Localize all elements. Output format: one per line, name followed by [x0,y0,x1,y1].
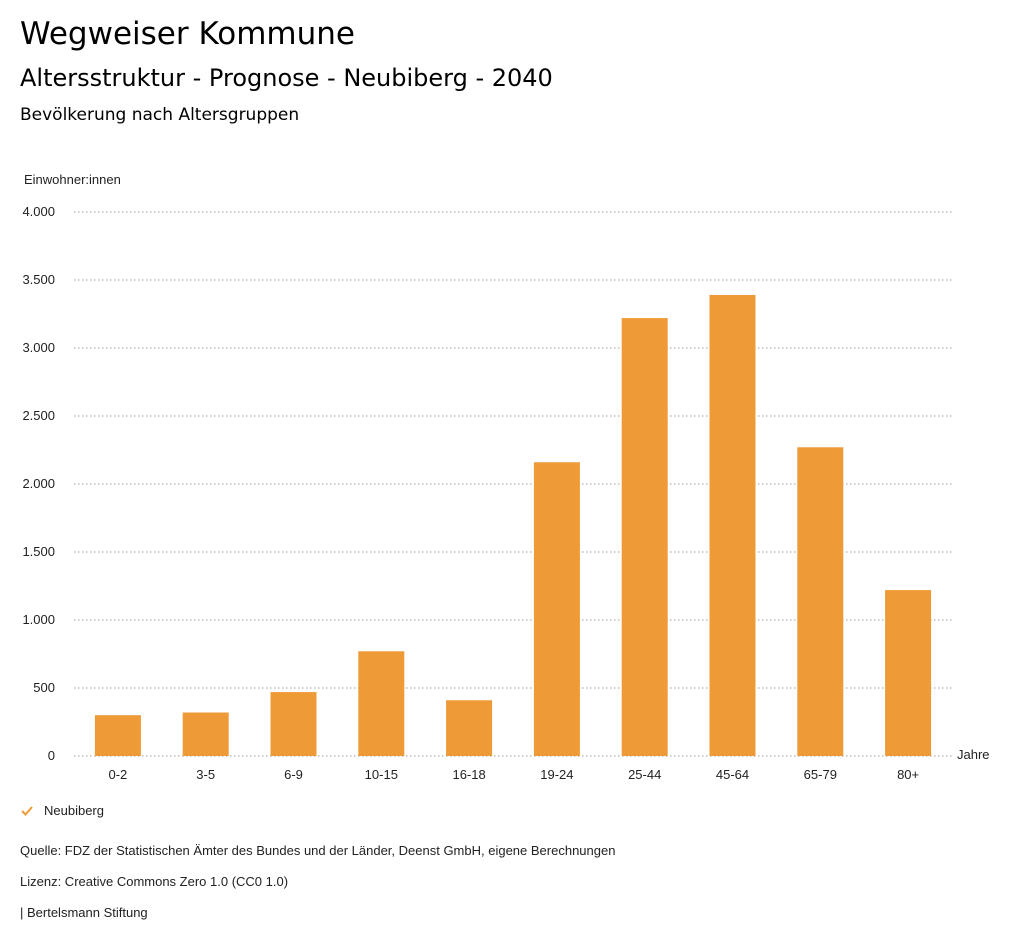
y-tick-label: 1.000 [22,612,55,627]
bar-16-18[interactable] [446,700,493,756]
chart-subtitle: Altersstruktur - Prognose - Neubiberg - … [20,64,553,92]
source-note: Quelle: FDZ der Statistischen Ämter des … [20,843,616,858]
bar-80+[interactable] [885,590,932,756]
x-tick-label: 19-24 [540,767,573,782]
bar-19-24[interactable] [533,462,580,756]
x-tick-label: 10-15 [365,767,398,782]
y-tick-label: 0 [48,748,55,763]
y-tick-label: 1.500 [22,544,55,559]
y-tick-label: 4.000 [22,204,55,219]
bar-chart: Einwohner:innen Jahre 0-2 3-5 6-9 10-15 16-1… [22,172,990,782]
x-tick-label: 6-9 [284,767,303,782]
bar-3-5[interactable] [182,712,229,756]
bar-45-64[interactable] [709,294,756,756]
y-tick-label: 2.500 [22,408,55,423]
x-tick-label: 25-44 [628,767,661,782]
y-tick-label: 3.000 [22,340,55,355]
page-title: Wegweiser Kommune [20,16,355,52]
bar-0-2[interactable] [94,715,141,756]
y-tick-label: 2.000 [22,476,55,491]
legend[interactable]: Neubiberg [20,803,104,818]
y-axis-label: Einwohner:innen [24,172,121,187]
x-tick-label: 80+ [897,767,919,782]
check-icon [21,805,33,816]
x-tick-label: 65-79 [804,767,837,782]
bar-25-44[interactable] [621,318,668,756]
bar-10-15[interactable] [358,651,405,756]
bar-65-79[interactable] [797,447,844,756]
publisher-note: | Bertelsmann Stiftung [20,905,148,920]
license-note: Lizenz: Creative Commons Zero 1.0 (CC0 1… [20,874,289,889]
y-tick-label: 3.500 [22,272,55,287]
x-tick-label: 0-2 [109,767,128,782]
x-tick-label: 16-18 [452,767,485,782]
y-tick-label: 500 [33,680,55,695]
chart-heading: Bevölkerung nach Altersgruppen [20,105,300,125]
legend-label: Neubiberg [44,803,104,818]
bar-6-9[interactable] [270,692,317,756]
x-tick-label: 45-64 [716,767,749,782]
x-tick-label: 3-5 [196,767,215,782]
x-axis-label: Jahre [957,747,990,762]
